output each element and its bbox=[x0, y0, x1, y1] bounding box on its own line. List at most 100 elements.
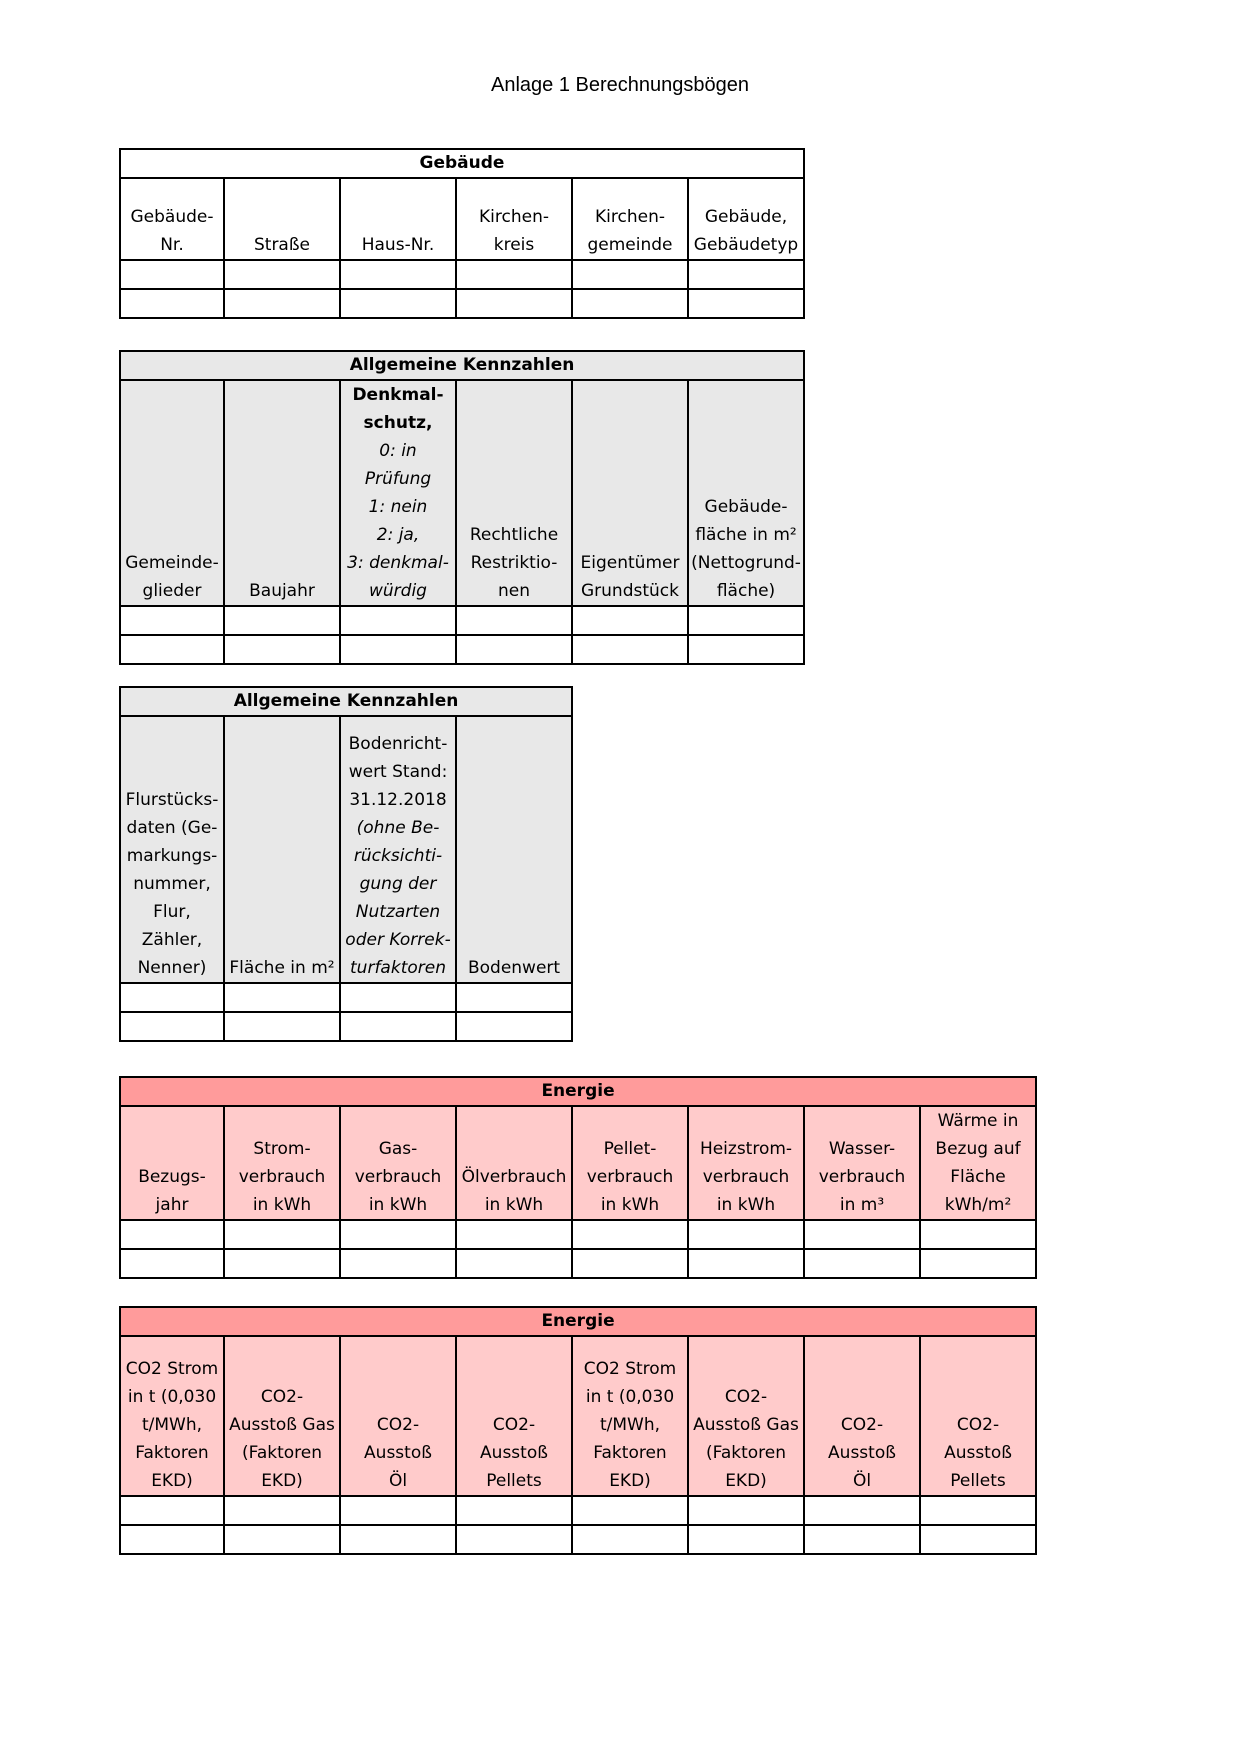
cell[interactable] bbox=[455, 1495, 573, 1526]
cell[interactable] bbox=[223, 259, 341, 290]
cell[interactable] bbox=[223, 605, 341, 636]
header-line: Restriktio- bbox=[470, 553, 558, 573]
cell[interactable] bbox=[119, 1495, 225, 1526]
cell[interactable] bbox=[455, 1248, 573, 1279]
cell[interactable] bbox=[223, 982, 341, 1013]
header-line: fläche) bbox=[716, 581, 776, 601]
cell[interactable] bbox=[571, 634, 689, 665]
header-line: Kirchen- bbox=[595, 207, 665, 227]
cell[interactable] bbox=[339, 1524, 457, 1555]
header-haus-nr: Haus-Nr. bbox=[339, 177, 457, 261]
table-row bbox=[119, 1495, 1038, 1526]
header-co2-strom: CO2 Strom in t (0,030 t/MWh, Faktoren EKD) bbox=[119, 1335, 225, 1497]
header-line: verbrauch bbox=[354, 1167, 442, 1187]
cell[interactable] bbox=[454, 1011, 574, 1042]
cell[interactable] bbox=[119, 982, 225, 1013]
cell[interactable] bbox=[339, 634, 457, 665]
cell[interactable] bbox=[687, 1248, 805, 1279]
header-co2-ausstoss-pellets-2: CO2- Ausstoß Pellets bbox=[918, 1335, 1038, 1497]
cell[interactable] bbox=[339, 1011, 457, 1042]
header-gemeindeglieder: Gemeinde-glieder bbox=[119, 379, 225, 607]
table-allgemeine-kennzahlen-1: Allgemeine Kennzahlen Gemeinde-glieder B… bbox=[118, 350, 806, 665]
cell[interactable] bbox=[119, 1524, 225, 1555]
cell[interactable] bbox=[223, 288, 341, 319]
cell[interactable] bbox=[119, 1011, 225, 1042]
cell[interactable] bbox=[687, 1219, 805, 1250]
cell[interactable] bbox=[455, 605, 573, 636]
cell[interactable] bbox=[119, 634, 225, 665]
cell[interactable] bbox=[119, 1248, 225, 1279]
header-line: jahr bbox=[155, 1195, 189, 1215]
header-line: Zähler, bbox=[141, 930, 203, 950]
header-line: (ohne Be- bbox=[356, 818, 440, 838]
cell[interactable] bbox=[918, 1219, 1038, 1250]
cell[interactable] bbox=[454, 982, 574, 1013]
header-line: CO2- bbox=[840, 1415, 884, 1435]
header-line: (Faktoren bbox=[705, 1443, 787, 1463]
cell[interactable] bbox=[339, 1219, 457, 1250]
cell[interactable] bbox=[223, 1248, 341, 1279]
cell[interactable] bbox=[339, 605, 457, 636]
cell[interactable] bbox=[803, 1248, 921, 1279]
cell[interactable] bbox=[687, 1524, 805, 1555]
header-line: Flurstücks- bbox=[125, 790, 219, 810]
table-gebaeude: Gebäude Gebäude- Nr. Straße Haus-Nr. Kirc… bbox=[119, 148, 805, 319]
cell[interactable] bbox=[571, 259, 689, 290]
header-line: EKD) bbox=[609, 1471, 651, 1491]
header-line: in t (0,030 bbox=[127, 1387, 217, 1407]
header-line: Bezugs- bbox=[138, 1167, 206, 1187]
cell[interactable] bbox=[571, 288, 689, 319]
cell[interactable] bbox=[455, 634, 573, 665]
cell[interactable] bbox=[455, 288, 573, 319]
cell[interactable] bbox=[339, 1495, 457, 1526]
cell[interactable] bbox=[686, 605, 806, 636]
cell[interactable] bbox=[687, 288, 805, 319]
cell[interactable] bbox=[455, 1524, 573, 1555]
header-line: Ausstoß bbox=[364, 1443, 432, 1463]
header-gebaeudeflaeche: Gebäude-fläche in m² (Nettogrund-fläche) bbox=[686, 379, 806, 607]
cell[interactable] bbox=[223, 1495, 341, 1526]
header-line: Ausstoß Gas bbox=[693, 1415, 799, 1435]
header-bezugsjahr: Bezugs-jahr bbox=[119, 1105, 225, 1221]
cell[interactable] bbox=[571, 1495, 689, 1526]
cell[interactable] bbox=[571, 1248, 689, 1279]
cell[interactable] bbox=[571, 605, 689, 636]
header-line: Bezug auf bbox=[935, 1139, 1021, 1159]
cell[interactable] bbox=[455, 259, 573, 290]
cell[interactable] bbox=[119, 605, 225, 636]
cell[interactable] bbox=[687, 259, 805, 290]
header-line: Ausstoß bbox=[828, 1443, 896, 1463]
cell[interactable] bbox=[339, 259, 457, 290]
cell[interactable] bbox=[803, 1219, 921, 1250]
header-line: 31.12.2018 bbox=[349, 790, 447, 810]
header-line: Wärme in bbox=[937, 1111, 1019, 1131]
cell[interactable] bbox=[686, 634, 806, 665]
header-line: glieder bbox=[142, 581, 202, 601]
cell[interactable] bbox=[119, 288, 225, 319]
cell[interactable] bbox=[119, 1219, 225, 1250]
cell[interactable] bbox=[223, 1011, 341, 1042]
cell[interactable] bbox=[803, 1524, 921, 1555]
cell[interactable] bbox=[571, 1524, 689, 1555]
cell[interactable] bbox=[571, 1219, 689, 1250]
cell[interactable] bbox=[223, 634, 341, 665]
cell[interactable] bbox=[687, 1495, 805, 1526]
header-gebaeudetyp: Gebäude, Gebäudetyp bbox=[687, 177, 805, 261]
table-row bbox=[119, 605, 806, 636]
table-row bbox=[119, 634, 806, 665]
cell[interactable] bbox=[119, 259, 225, 290]
header-line: Rechtliche bbox=[469, 525, 559, 545]
cell[interactable] bbox=[803, 1495, 921, 1526]
cell[interactable] bbox=[223, 1524, 341, 1555]
cell[interactable] bbox=[918, 1495, 1038, 1526]
cell[interactable] bbox=[223, 1219, 341, 1250]
table-title: Energie bbox=[118, 1306, 1038, 1337]
header-line: verbrauch bbox=[586, 1167, 674, 1187]
cell[interactable] bbox=[339, 1248, 457, 1279]
header-line: verbrauch bbox=[238, 1167, 326, 1187]
cell[interactable] bbox=[339, 288, 457, 319]
cell[interactable] bbox=[339, 982, 457, 1013]
cell[interactable] bbox=[918, 1524, 1038, 1555]
cell[interactable] bbox=[918, 1248, 1038, 1279]
cell[interactable] bbox=[455, 1219, 573, 1250]
